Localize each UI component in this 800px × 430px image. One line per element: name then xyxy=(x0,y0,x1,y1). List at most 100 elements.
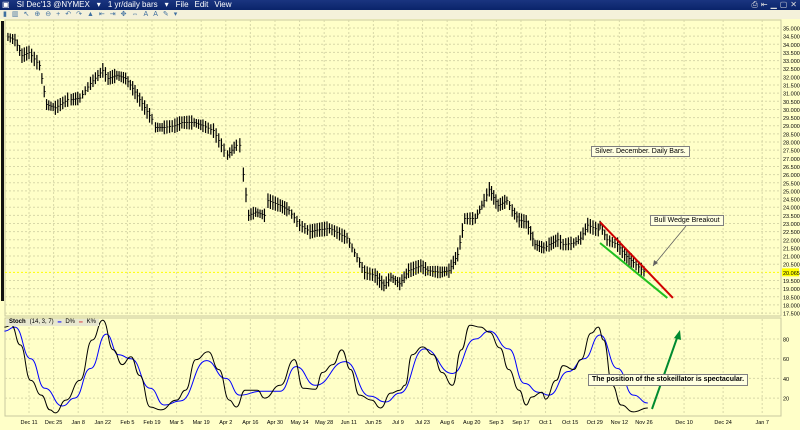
date-tick-label: Apr 2 xyxy=(219,420,232,426)
price-tick-label: 27.000 xyxy=(783,157,800,163)
date-tick-label: Dec 25 xyxy=(45,420,62,426)
price-tick-label: 21.500 xyxy=(783,246,800,252)
bars-icon[interactable]: ▥ xyxy=(11,11,19,18)
d-legend-swatch: ━ xyxy=(57,320,62,326)
price-tick-label: 34.500 xyxy=(783,35,800,41)
undo-icon[interactable]: ↶ xyxy=(65,11,72,18)
cursor-icon[interactable]: ▮ xyxy=(3,11,7,18)
stoch-name: Stoch xyxy=(9,319,26,325)
redo-icon[interactable]: ↷ xyxy=(76,11,82,18)
price-tick-label: 19.000 xyxy=(783,287,800,293)
maximize-icon[interactable]: ▢ xyxy=(779,0,788,9)
date-tick-label: Feb 19 xyxy=(143,420,160,426)
date-tick-label: Jun 25 xyxy=(365,420,382,426)
date-tick-label: Apr 30 xyxy=(267,420,283,426)
date-tick-label: Oct 1 xyxy=(539,420,552,426)
date-tick-label: Mar 5 xyxy=(170,420,184,426)
date-tick-label: May 28 xyxy=(315,420,333,426)
wedge-top-line[interactable] xyxy=(599,221,674,299)
price-tick-label: 27.500 xyxy=(783,149,800,155)
k-legend: K% xyxy=(86,319,96,325)
indicator-icon[interactable]: ▲ xyxy=(86,11,94,18)
menu-file[interactable]: File xyxy=(175,0,189,9)
date-tick-label: May 14 xyxy=(291,420,309,426)
interval-selector[interactable]: 1 yr/daily bars xyxy=(107,0,158,9)
print-icon[interactable]: ⎙ xyxy=(751,0,758,9)
date-tick-label: Apr 16 xyxy=(242,420,258,426)
arrow-head-icon xyxy=(674,330,681,340)
scroll-right-icon[interactable]: ⇥ xyxy=(109,11,116,18)
green-up-arrow xyxy=(651,337,678,410)
date-tick-label: Aug 20 xyxy=(463,420,480,426)
menu-view[interactable]: View xyxy=(214,0,232,9)
price-tick-label: 26.000 xyxy=(783,173,800,179)
d-legend: D% xyxy=(65,319,75,325)
date-tick-label: Oct 15 xyxy=(562,420,578,426)
chart-area[interactable]: 35.000 34.500 34.000 33.500 33.000 32.500 32.0… xyxy=(0,19,800,430)
price-tick-label: 24.000 xyxy=(783,206,800,212)
date-tick-label: Feb 5 xyxy=(120,420,134,426)
fit-icon[interactable]: ⇔ xyxy=(131,11,139,18)
price-tick-label: 18.500 xyxy=(783,295,800,301)
date-tick-label: Jun 11 xyxy=(341,420,357,426)
date-tick-label: Aug 6 xyxy=(440,420,454,426)
stoch-annotation: The position of the stokeillator is spec… xyxy=(588,374,749,386)
price-tick-label: 28.500 xyxy=(783,132,800,138)
minimize-icon[interactable]: ▁ xyxy=(770,0,777,9)
date-tick-label: Sep 3 xyxy=(489,420,503,426)
stoch-tick-label: 80 xyxy=(783,338,789,344)
pencil-icon[interactable]: ✎ xyxy=(162,11,169,18)
scroll-left-icon[interactable]: ⇤ xyxy=(98,11,105,18)
chevron-down-icon[interactable]: ▾ xyxy=(164,0,169,9)
k-line xyxy=(4,319,648,414)
stoch-pane xyxy=(4,317,782,417)
stoch-tick-label: 60 xyxy=(783,357,789,363)
pan-icon[interactable]: ✥ xyxy=(120,11,127,18)
price-tick-label: 33.500 xyxy=(783,51,800,57)
price-pane xyxy=(4,19,782,317)
date-tick-label: Oct 29 xyxy=(587,420,603,426)
arrow-head-icon xyxy=(653,260,658,266)
price-tick-label: 31.500 xyxy=(783,84,800,90)
price-tick-label: 29.500 xyxy=(783,116,800,122)
price-tick-label: 28.000 xyxy=(783,141,800,147)
price-tick-label: 25.500 xyxy=(783,181,800,187)
date-tick-label: Nov 26 xyxy=(635,420,652,426)
crosshair-icon[interactable]: + xyxy=(56,11,61,18)
menu-icon[interactable]: ▣ xyxy=(2,0,10,9)
price-tick-label: 18.000 xyxy=(783,303,800,309)
price-tick-label: 29.000 xyxy=(783,124,800,130)
price-tick-label: 35.000 xyxy=(783,27,800,33)
vertical-scrollbar[interactable] xyxy=(1,21,4,301)
chevron-down-icon[interactable]: ▾ xyxy=(96,0,101,9)
title-bar: ▣ SI Dec'13 @NYMEX ▾ 1 yr/daily bars ▾ Fil… xyxy=(0,0,800,10)
price-tick-label: 22.500 xyxy=(783,230,800,236)
zoom-in-icon[interactable]: ⊕ xyxy=(34,11,41,18)
price-tick-label: 19.500 xyxy=(783,279,800,285)
price-tick-label: 20.500 xyxy=(783,263,800,269)
price-tick-label: 31.000 xyxy=(783,92,800,98)
draw-icon[interactable]: ↖ xyxy=(23,11,30,18)
dropdown-icon[interactable]: ▾ xyxy=(173,11,178,18)
price-tick-label: 25.000 xyxy=(783,189,800,195)
symbol-selector[interactable]: SI Dec'13 @NYMEX xyxy=(16,0,90,9)
date-tick-label: Jan 22 xyxy=(95,420,112,426)
price-tick-label: 17.500 xyxy=(783,312,800,318)
price-tick-label: 32.500 xyxy=(783,67,800,73)
date-tick-label: Jan 7 xyxy=(755,420,768,426)
wedge-annotation: Bull Wedge Breakout xyxy=(650,215,724,226)
stoch-tick-label: 40 xyxy=(783,377,789,383)
zoom-out-icon[interactable]: ⊖ xyxy=(45,11,52,18)
date-tick-label: Mar 19 xyxy=(193,420,210,426)
date-tick-label: Nov 12 xyxy=(611,420,628,426)
price-tick-label: 30.000 xyxy=(783,108,800,114)
font-icon[interactable]: A xyxy=(153,11,158,18)
price-tick-label: 23.000 xyxy=(783,222,800,228)
wedge-bottom-line[interactable] xyxy=(599,242,668,299)
text-icon[interactable]: A xyxy=(143,11,149,18)
close-icon[interactable]: ✕ xyxy=(790,0,797,9)
link-icon[interactable]: ⇤ xyxy=(760,0,768,9)
menu-edit[interactable]: Edit xyxy=(194,0,209,9)
last-price-highlight xyxy=(782,268,799,277)
toolbar: ▮ ▥ ↖ ⊕ ⊖ + ↶ ↷ ▲ ⇤ ⇥ ✥ ⇔ A A ✎ ▾ xyxy=(0,10,800,19)
